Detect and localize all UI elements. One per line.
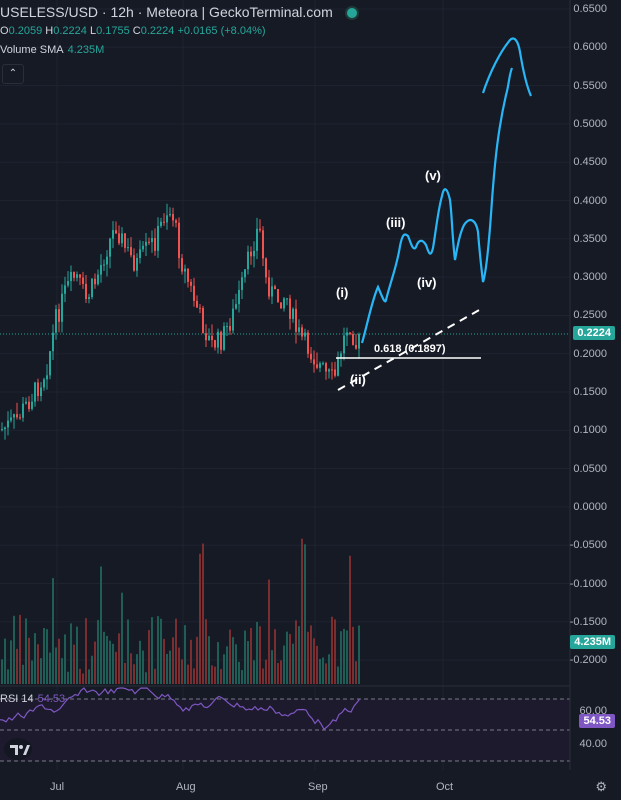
time-label-jul: Jul <box>50 781 65 793</box>
low-label: L <box>89 25 97 37</box>
wave-label-v: (v) <box>425 168 441 183</box>
rsi-axis-60: 60.00 <box>579 705 607 717</box>
rsi-tag: 54.53 <box>579 714 615 728</box>
price-axis-label: 0.6500 <box>573 3 607 15</box>
settings-gear-icon[interactable]: ⚙ <box>595 779 607 794</box>
wave-label-i: (i) <box>336 285 348 300</box>
volume-legend[interactable]: Volume SMA 4.235M <box>0 44 104 56</box>
ohlc-legend: O0.2059 H0.2224 L0.1755 C0.2224 +0.0165 … <box>0 25 266 37</box>
price-axis-label: -0.0500 <box>569 539 607 552</box>
price-candles <box>1 203 360 440</box>
price-axis-label: -0.1500 <box>569 615 607 628</box>
symbol-title[interactable]: USELESS/USD · 12h · Meteora | GeckoTermi… <box>0 4 333 20</box>
rsi-line <box>0 687 361 731</box>
price-tag: 0.2224 <box>573 326 615 340</box>
rsi-label: RSI 14 <box>0 693 34 705</box>
price-axis-label: 0.0000 <box>573 500 607 513</box>
price-axis-label: 0.5000 <box>573 117 607 130</box>
volume-bars <box>1 538 360 684</box>
volume-label: Volume SMA <box>0 44 64 56</box>
close-value: 0.2224 <box>140 25 175 37</box>
price-axis-label: 0.3500 <box>573 232 607 245</box>
high-label: H <box>45 25 54 37</box>
time-label-sep: Sep <box>308 781 328 793</box>
price-axis-label: 0.1000 <box>573 424 607 437</box>
tradingview-logo-icon[interactable] <box>4 738 32 760</box>
wave-label-iii: (iii) <box>386 215 406 230</box>
time-label-oct: Oct <box>436 781 454 793</box>
close-label: C <box>132 25 141 37</box>
price-axis-label: 0.0500 <box>573 462 607 475</box>
high-value: 0.2224 <box>53 25 87 37</box>
volume-tag: 4.235M <box>570 635 615 649</box>
price-axis-label: -0.2000 <box>569 654 607 667</box>
rsi-axis-40: 40.00 <box>579 738 607 750</box>
price-axis-label: 0.4500 <box>573 156 607 169</box>
price-axis-label: 0.5500 <box>573 79 607 92</box>
price-axis-label: 0.1500 <box>573 386 607 398</box>
rsi-legend[interactable]: RSI 14 54.53 <box>0 693 65 705</box>
price-axis-label: 0.3000 <box>573 271 607 284</box>
wave-label-ii: (ii) <box>350 372 366 387</box>
price-axis-label: 0.4000 <box>573 194 607 207</box>
wave-label-iv: (iv) <box>417 275 437 290</box>
change-value: +0.0165 (+8.04%) <box>177 25 266 37</box>
market-open-icon <box>344 6 359 21</box>
collapse-legend-button[interactable]: ⌃ <box>2 64 24 84</box>
price-axis-label: 0.2000 <box>573 347 607 360</box>
time-label-aug: Aug <box>176 781 196 793</box>
open-value: 0.2059 <box>8 25 43 37</box>
wave-projection <box>360 67 514 344</box>
price-axis-label: 0.6000 <box>573 41 607 54</box>
price-axis-label: 0.2500 <box>573 309 607 322</box>
rsi-value: 54.53 <box>37 693 66 705</box>
fib-label: 0.618 (0.1897) <box>374 343 446 355</box>
wave-projection-top <box>481 37 533 97</box>
volume-value: 4.235M <box>67 44 105 56</box>
price-axis-label: -0.1000 <box>569 577 607 590</box>
low-value: 0.1755 <box>96 25 130 37</box>
symbol-header[interactable]: USELESS/USD · 12h · Meteora | GeckoTermi… <box>0 4 359 21</box>
open-label: O <box>0 25 9 37</box>
